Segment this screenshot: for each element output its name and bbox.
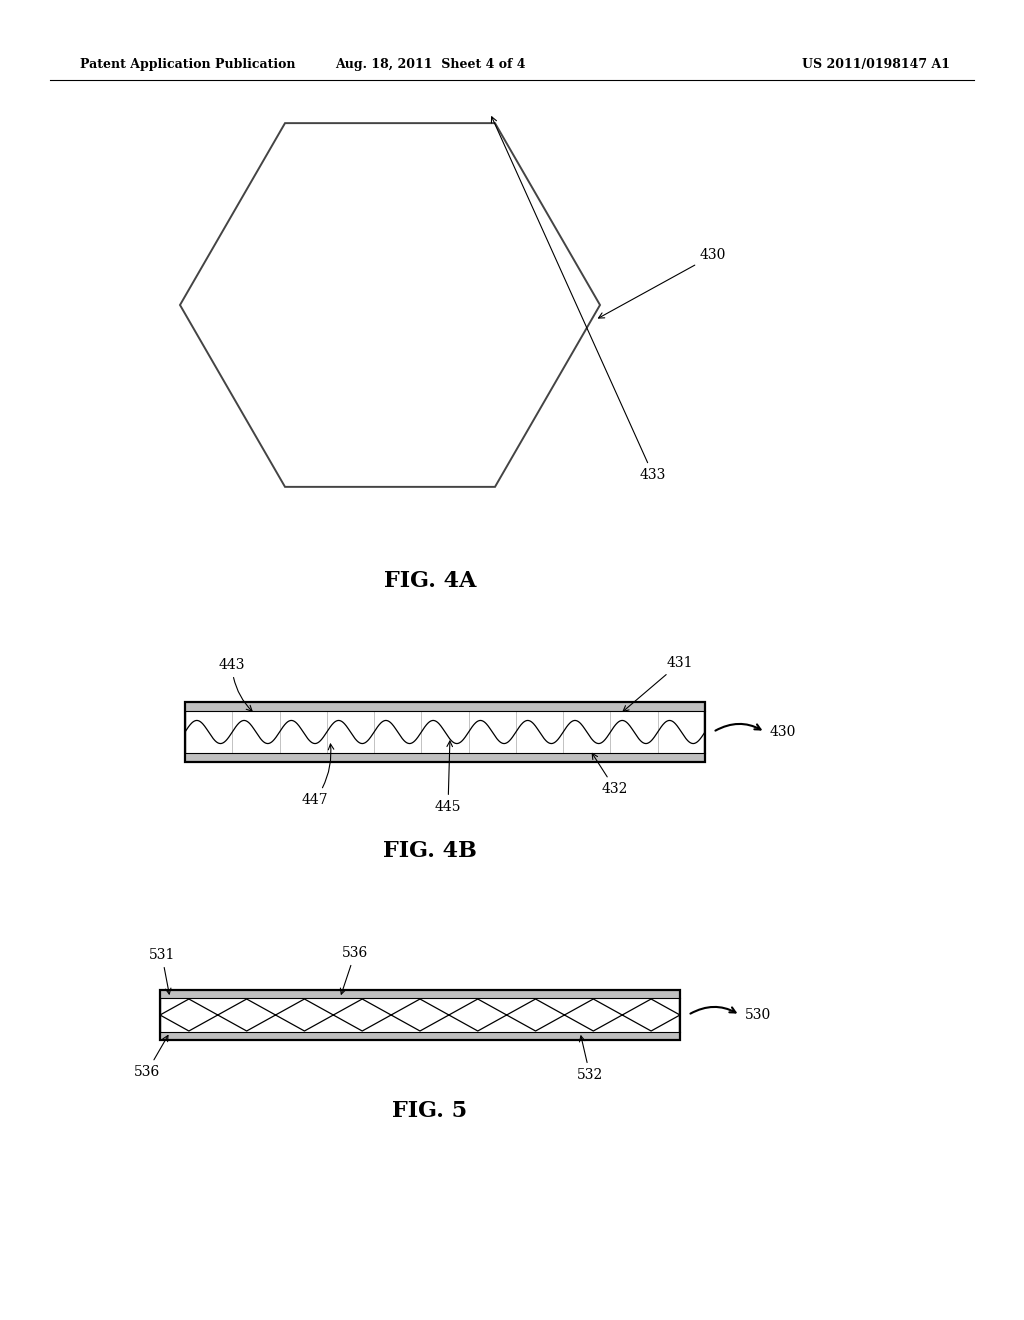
Text: 532: 532 [577,1036,603,1082]
Bar [162,998,678,1032]
Bar [185,702,705,762]
Bar [160,990,680,1040]
Text: Patent Application Publication: Patent Application Publication [80,58,296,71]
Text: 431: 431 [623,656,693,711]
Text: 443: 443 [218,657,252,711]
Bar [185,702,705,762]
Text: 531: 531 [148,948,175,994]
Text: 536: 536 [340,946,368,994]
Text: 430: 430 [770,725,797,739]
Text: 536: 536 [134,1035,168,1078]
Text: FIG. 5: FIG. 5 [392,1100,468,1122]
Bar [160,990,680,1040]
Text: US 2011/0198147 A1: US 2011/0198147 A1 [802,58,950,71]
Text: 432: 432 [592,754,628,796]
Text: FIG. 4A: FIG. 4A [384,570,476,591]
Text: FIG. 4B: FIG. 4B [383,840,477,862]
Bar [160,1032,680,1040]
Bar [185,752,705,762]
Text: Aug. 18, 2011  Sheet 4 of 4: Aug. 18, 2011 Sheet 4 of 4 [335,58,525,71]
Bar [160,990,680,998]
Bar [185,702,705,711]
Bar [187,711,703,752]
Text: 433: 433 [492,116,667,482]
Text: 430: 430 [598,248,726,318]
Text: 530: 530 [745,1008,771,1022]
Text: 447: 447 [302,744,334,807]
Text: 445: 445 [435,741,461,814]
